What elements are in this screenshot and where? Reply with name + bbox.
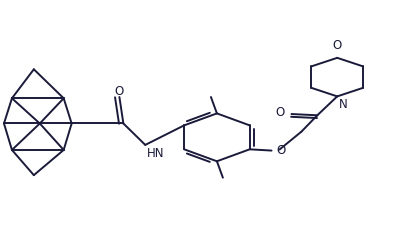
Text: N: N	[339, 99, 348, 111]
Text: O: O	[333, 39, 342, 52]
Text: O: O	[276, 144, 286, 157]
Text: HN: HN	[147, 147, 164, 160]
Text: O: O	[276, 106, 285, 119]
Text: O: O	[115, 85, 124, 98]
